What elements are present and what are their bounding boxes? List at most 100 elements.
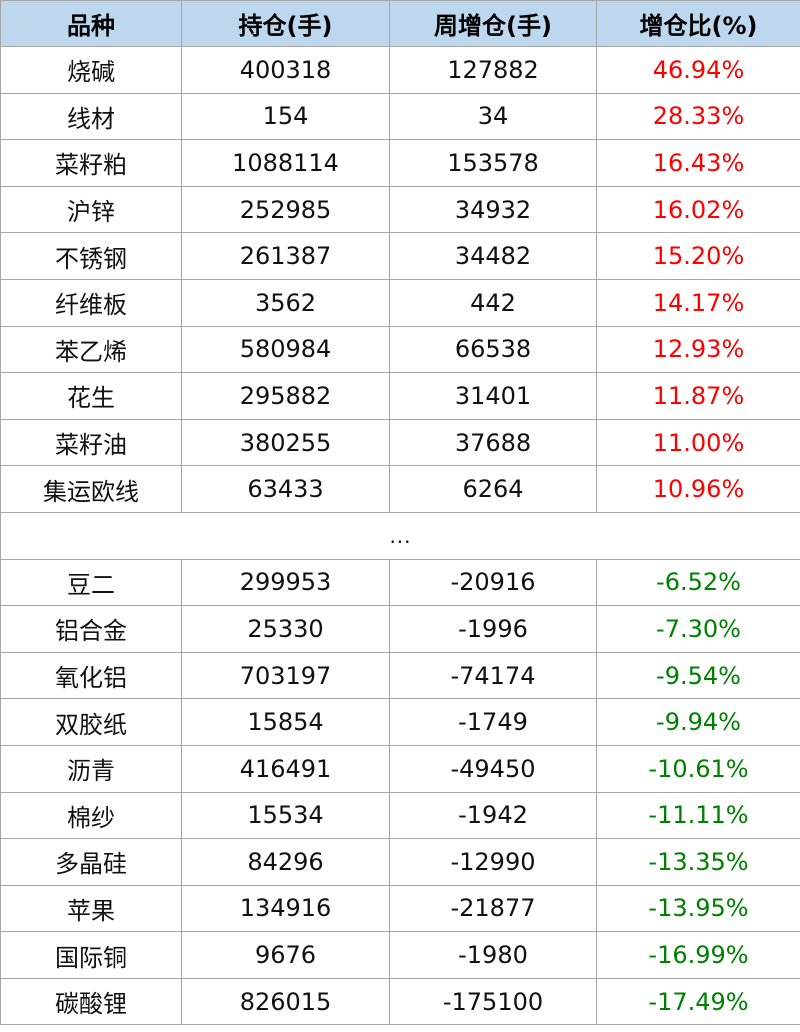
add-ratio-cell: 12.93% [596,325,800,374]
table-row: 纤维板 3562 442 14.17% [0,278,800,327]
open-interest-cell: 63433 [181,465,390,513]
add-ratio-cell: -9.54% [596,651,800,700]
weekly-add-cell: 34 [389,92,597,141]
table-row: 国际铜 9676 -1980 -16.99% [0,931,800,979]
header-variety: 品种 [0,0,182,47]
open-interest-cell: 295882 [181,372,390,420]
open-interest-cell: 826015 [181,977,390,1026]
add-ratio-cell: 28.33% [596,92,800,141]
add-ratio-cell: -11.11% [596,791,800,840]
weekly-add-cell: -1996 [389,605,597,653]
weekly-add-cell: -74174 [389,651,597,700]
weekly-add-cell: 6264 [389,465,597,513]
table-row: 多晶硅 84296 -12990 -13.35% [0,838,800,886]
variety-cell: 花生 [0,372,182,420]
open-interest-cell: 154 [181,92,390,141]
table-row: 沪锌 252985 34932 16.02% [0,185,800,234]
variety-cell: 双胶纸 [0,698,182,746]
open-interest-cell: 400318 [181,46,390,94]
ellipsis-row: ... [0,511,800,560]
weekly-add-cell: 34482 [389,232,597,280]
add-ratio-cell: 16.43% [596,139,800,187]
add-ratio-cell: -7.30% [596,605,800,653]
variety-cell: 棉纱 [0,791,182,840]
open-interest-cell: 25330 [181,605,390,653]
add-ratio-cell: -13.95% [596,884,800,933]
table-row: 花生 295882 31401 11.87% [0,372,800,420]
table-row: 集运欧线 63433 6264 10.96% [0,465,800,513]
table-body: 烧碱 400318 127882 46.94% 线材 154 34 28.33% 菜籽粕 1088… [0,46,800,1026]
weekly-add-cell: -1749 [389,698,597,746]
add-ratio-cell: 11.00% [596,418,800,467]
open-interest-cell: 380255 [181,418,390,467]
variety-cell: 碳酸锂 [0,977,182,1026]
ellipsis-cell: ... [0,511,800,560]
add-ratio-cell: -9.94% [596,698,800,746]
variety-cell: 菜籽粕 [0,139,182,187]
table-header: 品种 持仓(手) 周增仓(手) 增仓比(%) [0,0,800,47]
open-interest-cell: 299953 [181,558,390,607]
weekly-add-cell: -1942 [389,791,597,840]
variety-cell: 沪锌 [0,185,182,234]
variety-cell: 集运欧线 [0,465,182,513]
variety-cell: 多晶硅 [0,838,182,886]
open-interest-cell: 9676 [181,931,390,979]
open-interest-cell: 134916 [181,884,390,933]
open-interest-cell: 580984 [181,325,390,374]
weekly-add-cell: 442 [389,278,597,327]
variety-cell: 沥青 [0,744,182,793]
open-interest-cell: 261387 [181,232,390,280]
table-row: 碳酸锂 826015 -175100 -17.49% [0,977,800,1026]
variety-cell: 纤维板 [0,278,182,327]
table-row: 棉纱 15534 -1942 -11.11% [0,791,800,840]
variety-cell: 铝合金 [0,605,182,653]
open-interest-cell: 416491 [181,744,390,793]
add-ratio-cell: -6.52% [596,558,800,607]
weekly-add-cell: 37688 [389,418,597,467]
add-ratio-cell: -16.99% [596,931,800,979]
table-row: 铝合金 25330 -1996 -7.30% [0,605,800,653]
weekly-add-cell: 31401 [389,372,597,420]
table-row: 氧化铝 703197 -74174 -9.54% [0,651,800,700]
add-ratio-cell: 14.17% [596,278,800,327]
weekly-add-cell: 66538 [389,325,597,374]
header-weekly-add: 周增仓(手) [389,0,597,47]
variety-cell: 苹果 [0,884,182,933]
open-interest-cell: 703197 [181,651,390,700]
weekly-add-cell: -20916 [389,558,597,607]
variety-cell: 菜籽油 [0,418,182,467]
table-row: 沥青 416491 -49450 -10.61% [0,744,800,793]
table-row: 双胶纸 15854 -1749 -9.94% [0,698,800,746]
open-interest-cell: 3562 [181,278,390,327]
variety-cell: 豆二 [0,558,182,607]
open-interest-cell: 15854 [181,698,390,746]
weekly-add-cell: 153578 [389,139,597,187]
add-ratio-cell: -10.61% [596,744,800,793]
weekly-add-cell: 34932 [389,185,597,234]
weekly-add-cell: -21877 [389,884,597,933]
table-row: 豆二 299953 -20916 -6.52% [0,558,800,607]
table-row: 菜籽粕 1088114 153578 16.43% [0,139,800,187]
weekly-add-cell: -12990 [389,838,597,886]
variety-cell: 不锈钢 [0,232,182,280]
add-ratio-cell: 16.02% [596,185,800,234]
add-ratio-cell: 11.87% [596,372,800,420]
variety-cell: 国际铜 [0,931,182,979]
table-row: 不锈钢 261387 34482 15.20% [0,232,800,280]
weekly-add-cell: -1980 [389,931,597,979]
weekly-add-cell: 127882 [389,46,597,94]
header-open-interest: 持仓(手) [181,0,390,47]
header-row: 品种 持仓(手) 周增仓(手) 增仓比(%) [0,0,800,47]
add-ratio-cell: -13.35% [596,838,800,886]
add-ratio-cell: 46.94% [596,46,800,94]
variety-cell: 烧碱 [0,46,182,94]
table-row: 苹果 134916 -21877 -13.95% [0,884,800,933]
weekly-add-cell: -175100 [389,977,597,1026]
variety-cell: 线材 [0,92,182,141]
weekly-add-cell: -49450 [389,744,597,793]
variety-cell: 氧化铝 [0,651,182,700]
header-add-ratio: 增仓比(%) [596,0,800,47]
open-interest-cell: 252985 [181,185,390,234]
table-row: 菜籽油 380255 37688 11.00% [0,418,800,467]
